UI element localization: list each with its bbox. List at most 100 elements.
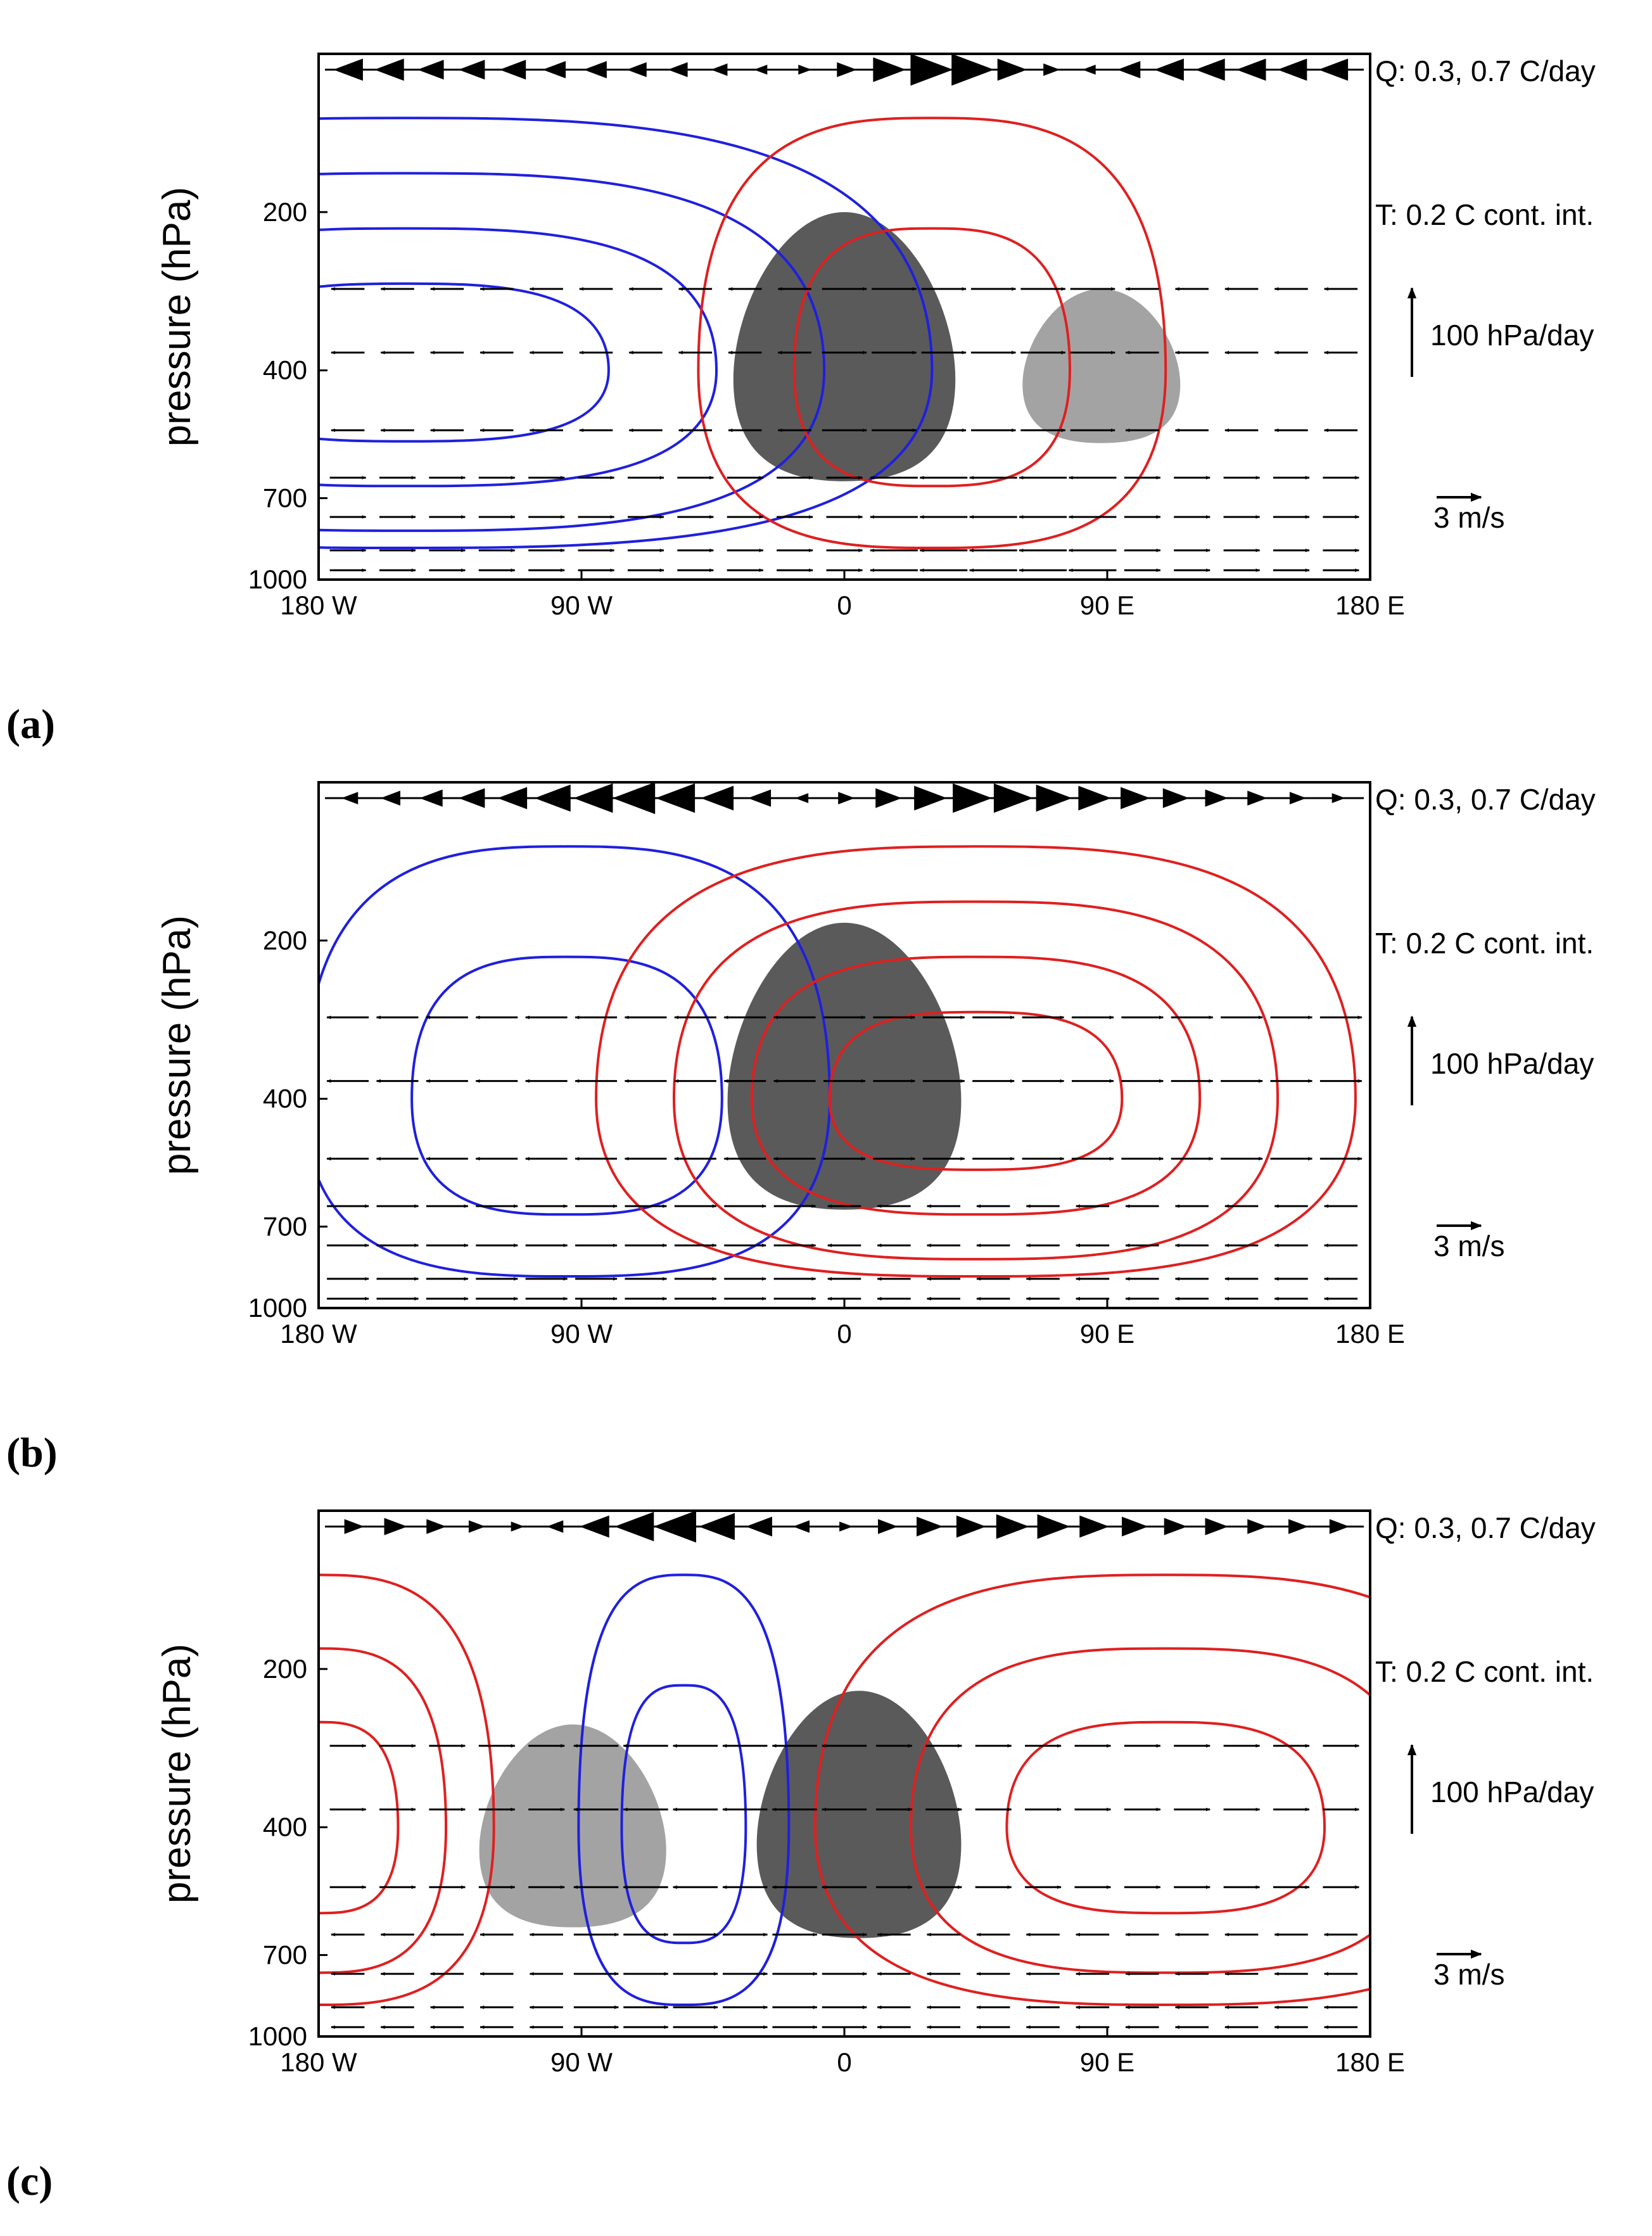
top-flux-arrowhead — [1289, 792, 1307, 804]
warm-temperature-contour — [828, 1010, 1124, 1171]
plot-area — [319, 54, 1364, 573]
top-flux-arrowhead — [653, 1511, 696, 1543]
top-flux-arrowhead — [711, 63, 728, 76]
top-flux-arrowhead — [573, 783, 613, 813]
top-flux-arrowhead — [997, 58, 1027, 81]
heating-legend-label: Q: 0.3, 0.7 C/day — [1375, 783, 1596, 816]
plot-area — [319, 782, 1364, 1301]
wind-scale-label: 3 m/s — [1433, 501, 1504, 534]
top-flux-arrowhead — [878, 1519, 898, 1534]
top-flux-arrowhead — [747, 789, 772, 807]
top-flux-arrowhead — [910, 54, 953, 86]
cold-temperature-contour — [410, 955, 723, 1216]
top-flux-arrowhead — [792, 1520, 810, 1533]
omega-scale-label: 100 hPa/day — [1430, 1775, 1594, 1808]
omega-scale-label: 100 hPa/day — [1430, 319, 1594, 352]
top-flux-arrowhead — [547, 1520, 564, 1533]
top-flux-arrowhead — [1247, 1519, 1268, 1534]
warm-temperature-contour — [792, 227, 1071, 488]
top-flux-arrowhead — [626, 62, 647, 77]
x-tick-label: 90 E — [1080, 590, 1134, 620]
cold-temperature-contour — [319, 172, 826, 532]
y-tick-label: 1000 — [248, 1293, 307, 1323]
top-flux-arrowhead — [917, 1516, 943, 1537]
y-tick-label: 1000 — [248, 2021, 307, 2051]
top-flux-arrowhead — [746, 1516, 772, 1537]
plot-area — [319, 1511, 1370, 2030]
top-flux-arrowhead — [1121, 787, 1150, 810]
top-flux-arrowhead — [956, 1515, 986, 1538]
top-flux-arrowhead — [1082, 65, 1096, 75]
top-flux-arrowhead — [542, 61, 566, 79]
top-flux-arrowhead — [953, 783, 993, 813]
top-flux-arrowhead — [795, 793, 809, 803]
top-flux-arrowhead — [1079, 1515, 1109, 1538]
top-flux-arrowhead — [656, 783, 696, 813]
x-tick-label: 180 W — [280, 1319, 357, 1349]
top-flux-arrowhead — [497, 787, 528, 810]
top-flux-arrowhead — [798, 65, 812, 75]
top-flux-arrowhead — [417, 60, 444, 80]
cold-temperature-contour — [577, 1573, 791, 2007]
heating-region-0.7 — [756, 1691, 962, 1938]
warm-temperature-contour — [595, 845, 1357, 1278]
top-flux-arrowhead — [875, 788, 902, 808]
wind-scale-label: 3 m/s — [1433, 1958, 1504, 1991]
y-tick-label: 400 — [263, 355, 307, 385]
temperature-legend-label: T: 0.2 C cont. int. — [1375, 1655, 1594, 1688]
top-flux-arrowhead — [837, 62, 857, 77]
top-flux-arrowhead — [458, 788, 485, 808]
y-axis-title: pressure (hPa) — [155, 187, 199, 447]
top-flux-arrowhead — [613, 782, 656, 815]
top-flux-arrowhead — [1205, 789, 1228, 807]
cold-temperature-contour — [319, 117, 934, 550]
top-flux-arrowhead — [1331, 793, 1345, 803]
top-flux-arrowhead — [1036, 784, 1072, 812]
top-flux-arrowhead — [419, 789, 443, 807]
y-tick-label: 200 — [263, 197, 307, 227]
x-tick-label: 90 W — [550, 1319, 613, 1349]
x-tick-label: 180 W — [280, 590, 357, 620]
top-flux-arrowhead — [668, 62, 688, 77]
y-tick-label: 1000 — [248, 564, 307, 594]
top-flux-arrowhead — [1236, 58, 1266, 81]
top-flux-arrowhead — [499, 60, 526, 80]
y-tick-label: 700 — [263, 483, 307, 512]
warm-temperature-contour — [319, 1573, 495, 2007]
omega-scale-label: 100 hPa/day — [1430, 1047, 1594, 1080]
warm-temperature-contour — [1005, 1720, 1326, 1915]
top-flux-arrowhead — [914, 785, 947, 811]
x-tick-label: 180 E — [1335, 590, 1405, 620]
y-tick-label: 700 — [263, 1211, 307, 1241]
y-tick-label: 200 — [263, 925, 307, 955]
x-tick-label: 90 W — [550, 2047, 613, 2077]
wind-scale-label: 3 m/s — [1433, 1229, 1504, 1262]
y-tick-label: 700 — [263, 1940, 307, 1969]
temperature-legend-label: T: 0.2 C cont. int. — [1375, 927, 1594, 960]
panel-a: 180 W 90 W 0 90 E 180 E 200 400 700 1000 pressure… — [6, 53, 1596, 747]
heating-legend-label: Q: 0.3, 0.7 C/day — [1375, 54, 1596, 87]
x-tick-label: 180 E — [1335, 1319, 1405, 1349]
heating-region-0.3 — [479, 1724, 666, 1928]
top-flux-arrowhead — [1195, 58, 1225, 81]
top-flux-arrowhead — [1043, 63, 1060, 76]
top-flux-arrowhead — [583, 61, 607, 79]
warm-temperature-contour — [319, 1720, 400, 1915]
top-flux-arrowhead — [1329, 1519, 1350, 1534]
y-axis-title: pressure (hPa) — [155, 1644, 199, 1903]
top-flux-arrowhead — [614, 1511, 654, 1542]
x-tick-label: 180 E — [1335, 2047, 1405, 2077]
top-flux-arrowhead — [1247, 791, 1268, 806]
x-tick-label: 90 E — [1080, 1319, 1134, 1349]
top-flux-arrowhead — [754, 65, 768, 75]
x-tick-label: 0 — [837, 2047, 851, 2077]
y-axis-title: pressure (hPa) — [155, 915, 199, 1175]
x-tick-label: 0 — [837, 1319, 851, 1349]
temperature-legend-label: T: 0.2 C cont. int. — [1375, 198, 1594, 231]
top-flux-arrowhead — [580, 1515, 609, 1538]
top-flux-arrowhead — [993, 783, 1033, 813]
heating-legend-label: Q: 0.3, 0.7 C/day — [1375, 1511, 1596, 1544]
warm-temperature-contour — [672, 900, 1280, 1261]
heating-region-0.3 — [1022, 289, 1181, 443]
